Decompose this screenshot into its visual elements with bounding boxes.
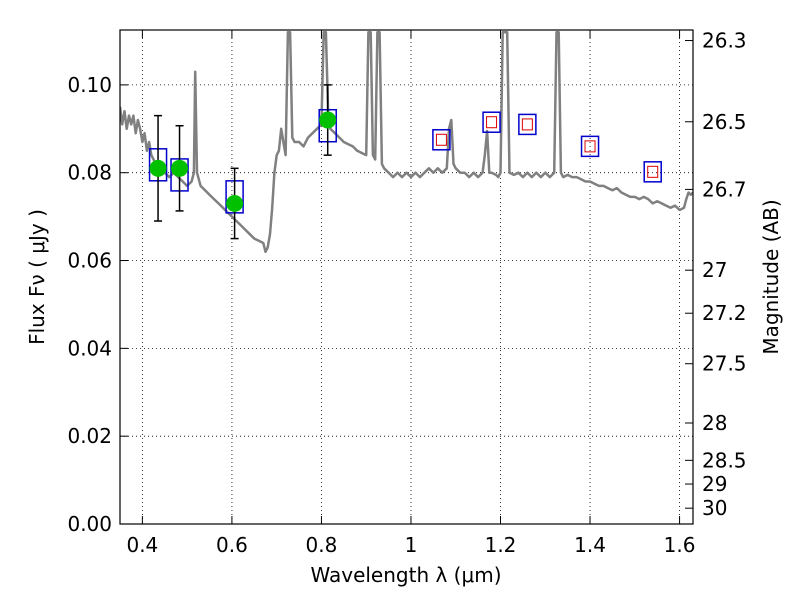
y-tick-label: 0.00: [67, 512, 112, 536]
nir-model-square: [482, 111, 501, 133]
y-right-tick-label: 26.3: [702, 29, 747, 53]
y-right-axis-label: Magnitude (AB): [759, 199, 783, 354]
spectrum-line: [120, 30, 693, 254]
y-right-tick-label: 27.2: [702, 301, 747, 325]
observed-flux-point: [226, 194, 244, 212]
y-right-tick-label: 26.5: [702, 110, 747, 134]
y-right-tick-label: 28.5: [702, 448, 747, 472]
x-tick-label: 1.2: [485, 533, 517, 557]
nir-measured-square: [435, 133, 447, 146]
y-tick-label: 0.06: [67, 249, 112, 273]
y-right-tick-label: 29: [702, 472, 727, 496]
nir-measured-square: [647, 165, 659, 178]
x-tick-label: 1.6: [664, 533, 696, 557]
y-tick-label: 0.02: [67, 424, 112, 448]
observed-flux-point: [149, 159, 167, 177]
x-tick-label: 1: [405, 533, 418, 557]
nir-model-square: [518, 113, 537, 136]
y-right-tick-label: 27: [702, 258, 727, 282]
x-tick-label: 0.4: [126, 533, 158, 557]
plot-frame: [119, 29, 694, 525]
nir-model-square: [643, 161, 662, 183]
nir-measured-square: [584, 140, 596, 153]
x-tick-label: 1.4: [574, 533, 606, 557]
x-tick-label: 0.6: [216, 533, 248, 557]
y-axis-label: Flux Fν ( μJy ): [25, 209, 49, 345]
y-right-tick-label: 26.7: [702, 177, 747, 201]
y-tick-label: 0.04: [67, 336, 112, 360]
nir-model-square: [580, 135, 600, 158]
spectrum-layer: [120, 30, 693, 254]
nir-measured-square: [521, 118, 533, 131]
observed-flux-point: [171, 159, 189, 177]
axis-ticks: 0.4 0.6 0.8 1 1.2 1.4 1.6 0.00 0.02 0.04 0.06 0.08 0…: [67, 29, 746, 557]
observed-flux-point: [319, 111, 337, 129]
y-tick-label: 0.10: [67, 73, 112, 97]
y-right-tick-label: 28: [702, 411, 727, 435]
y-tick-label: 0.08: [67, 161, 112, 185]
nir-measured-square: [486, 116, 498, 129]
marker-layer: [148, 84, 662, 240]
x-axis-label: Wavelength λ (μm): [310, 563, 501, 587]
y-right-tick-label: 27.5: [702, 352, 747, 376]
x-tick-label: 0.8: [306, 533, 338, 557]
y-right-tick-label: 30: [702, 496, 727, 520]
nir-model-square: [432, 129, 451, 151]
